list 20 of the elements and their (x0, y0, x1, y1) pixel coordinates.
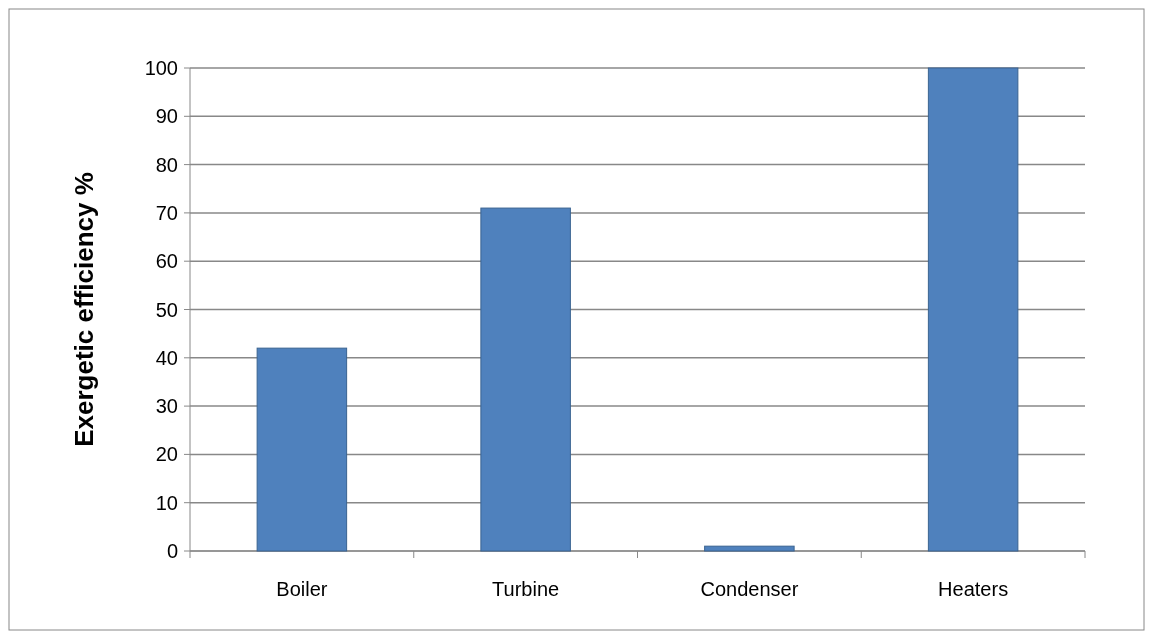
y-tick-label: 100 (144, 57, 178, 79)
bar (256, 347, 348, 552)
y-tick-label: 40 (155, 346, 178, 369)
bar (704, 545, 795, 552)
y-axis-title: Exergetic efficiency % (69, 172, 99, 447)
y-tick-label: 50 (155, 298, 178, 321)
x-tick-label: Boiler (276, 578, 328, 600)
x-tick-label: Turbine (492, 578, 560, 600)
bar (927, 67, 1019, 552)
y-tick-label: 10 (155, 491, 178, 514)
y-tick-label: 80 (155, 153, 178, 176)
y-tick-label: 90 (155, 105, 178, 128)
y-tick-label: 60 (155, 250, 178, 273)
y-tick-label: 20 (155, 443, 178, 466)
x-tick-label: Condenser (700, 578, 799, 600)
y-tick-label: 0 (166, 540, 178, 562)
y-tick-label: 70 (155, 201, 178, 224)
y-tick-label: 30 (155, 395, 178, 418)
bar (480, 207, 571, 552)
x-tick-label: Heaters (938, 578, 1009, 600)
